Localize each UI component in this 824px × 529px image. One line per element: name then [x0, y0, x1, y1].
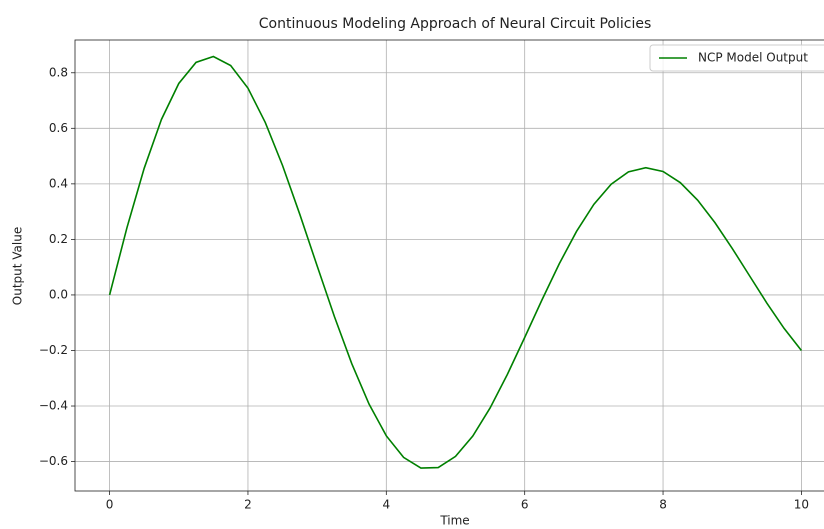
- y-tick-label: −0.2: [39, 343, 68, 357]
- y-tick-label: 0.2: [49, 232, 68, 246]
- y-axis-label: Output Value: [11, 227, 25, 305]
- chart-title: Continuous Modeling Approach of Neural C…: [259, 16, 652, 32]
- line: [108, 55, 803, 469]
- y-tick-label: −0.4: [39, 399, 68, 413]
- x-tick-label: 6: [521, 498, 529, 512]
- y-tick-label: 0.0: [49, 287, 68, 301]
- x-tick-label: 0: [106, 498, 114, 512]
- y-tick-label: 0.8: [49, 65, 68, 79]
- legend-label: NCP Model Output: [698, 51, 808, 65]
- x-tick-label: 2: [244, 498, 252, 512]
- x-axis-label: Time: [439, 514, 469, 528]
- x-tick-label: 4: [382, 498, 390, 512]
- x-tick-label: 8: [659, 498, 667, 512]
- legend-box: [649, 44, 824, 72]
- x-tick-label: 10: [794, 498, 809, 512]
- y-tick-label: 0.4: [49, 176, 68, 190]
- plot-frame: [74, 39, 824, 492]
- y-tick-label: −0.6: [39, 454, 68, 468]
- y-tick-label: 0.6: [49, 121, 68, 135]
